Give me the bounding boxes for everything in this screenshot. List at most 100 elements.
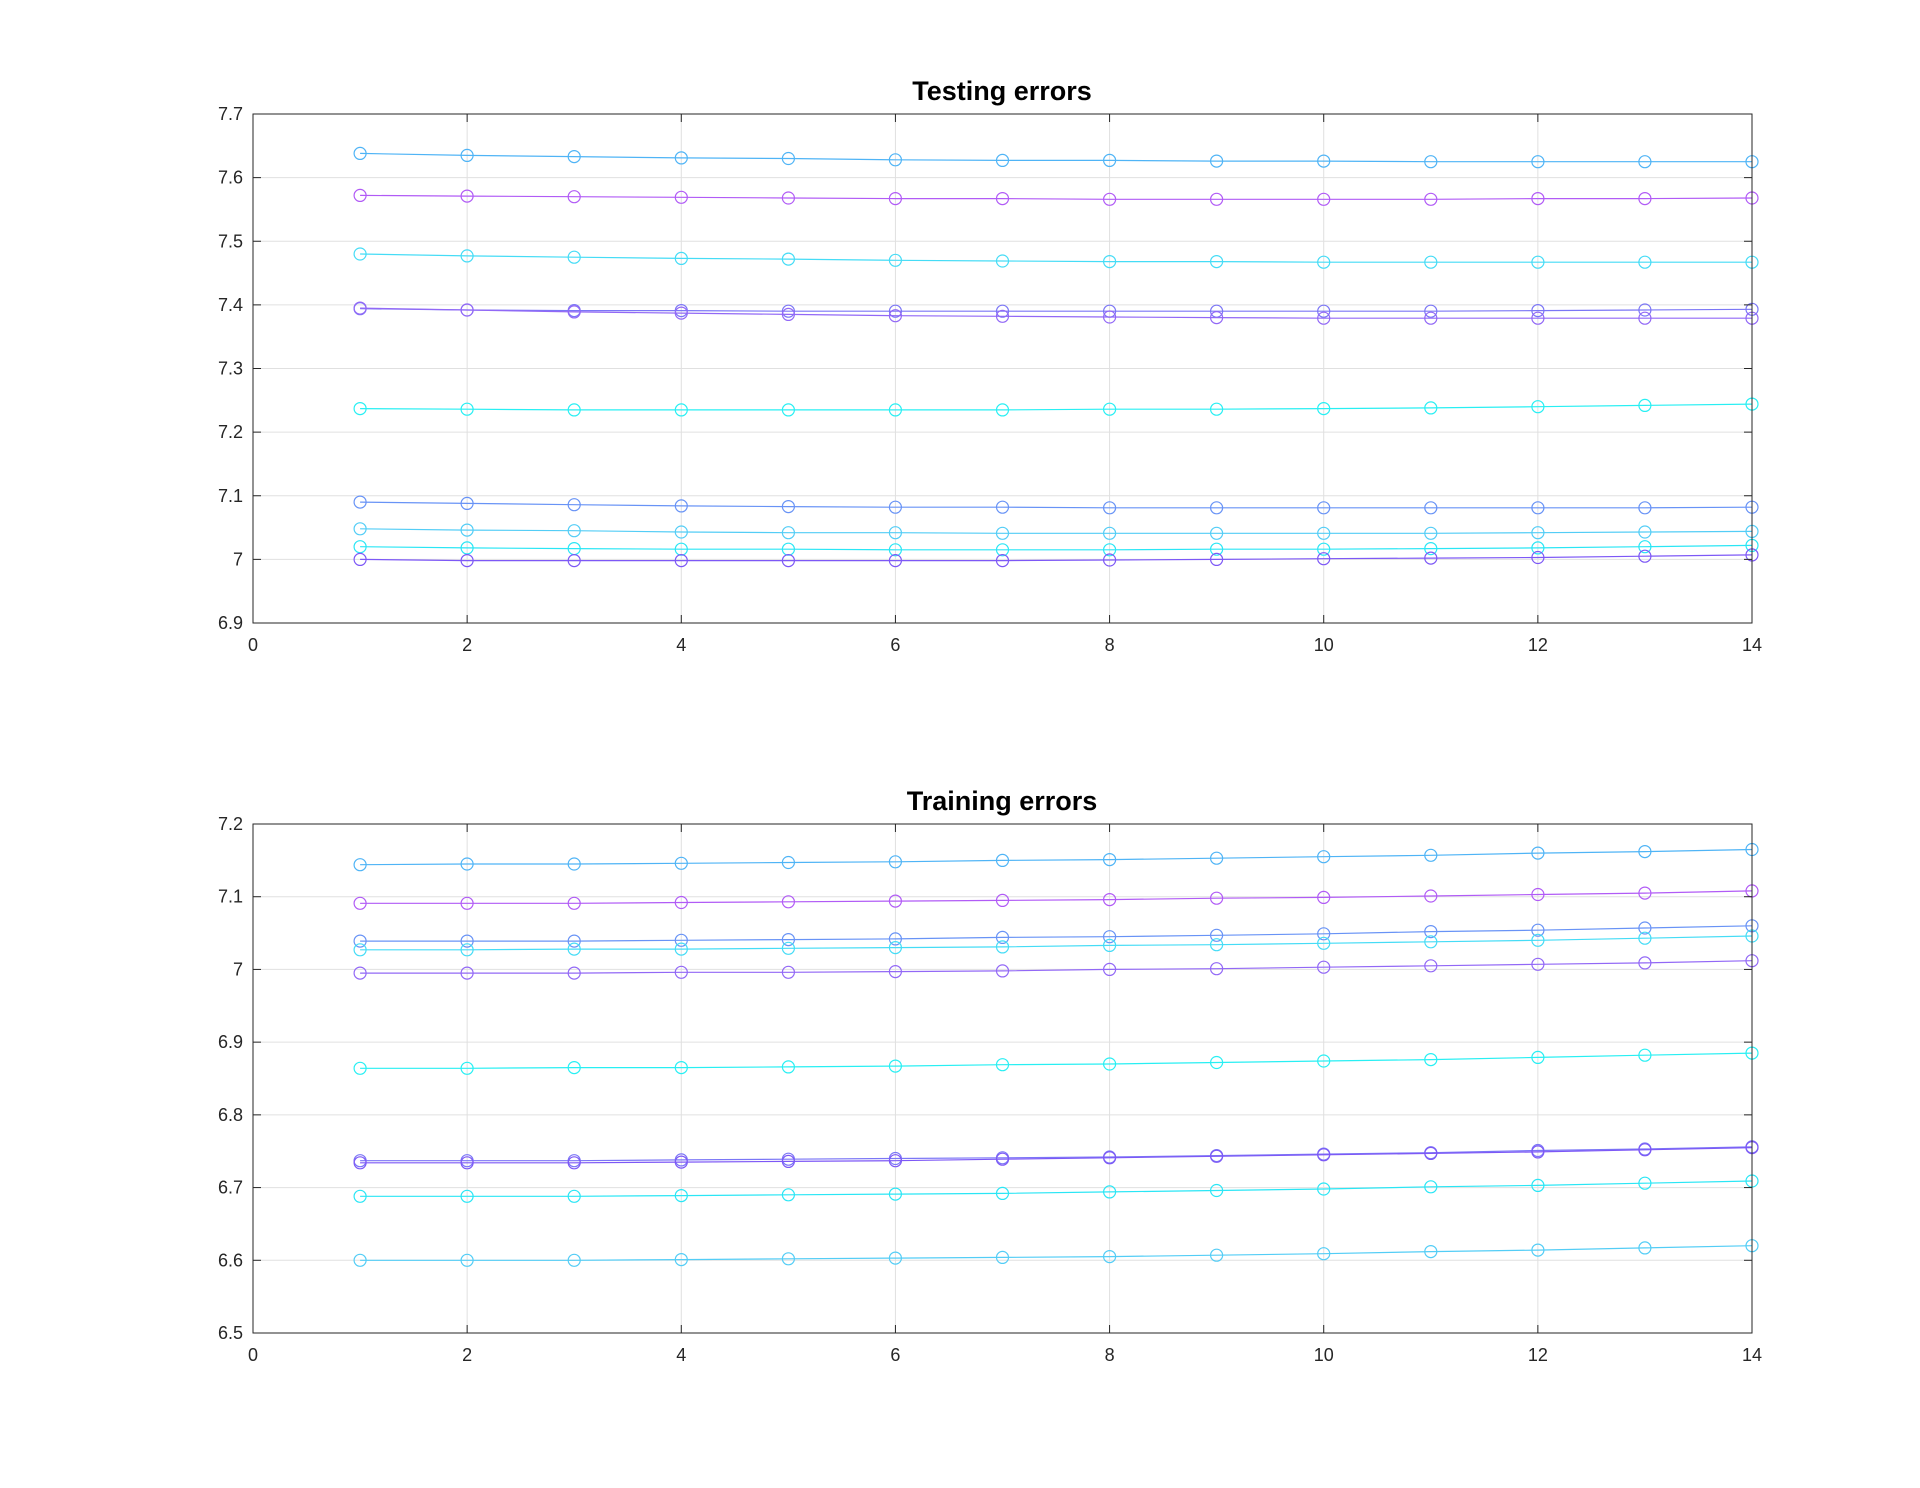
data-point — [353, 858, 367, 872]
data-point — [674, 542, 688, 556]
data-point — [888, 1154, 903, 1168]
data-point — [1209, 928, 1224, 942]
data-point — [781, 307, 796, 321]
y-tick-label: 7.2 — [218, 814, 243, 834]
series-line — [360, 308, 1753, 312]
data-point — [1102, 1057, 1117, 1071]
data-point — [353, 402, 367, 416]
data-point — [674, 856, 688, 870]
data-point — [1531, 933, 1545, 947]
data-point — [781, 403, 796, 417]
data-point — [353, 1189, 367, 1203]
data-point — [1638, 303, 1652, 317]
data-point — [1209, 154, 1224, 168]
data-point — [460, 541, 474, 555]
data-point — [567, 190, 581, 204]
data-point — [567, 524, 581, 538]
data-point — [1531, 887, 1545, 902]
data-point — [1424, 1244, 1438, 1259]
data-point — [1317, 311, 1331, 325]
data-point — [995, 304, 1010, 318]
data-point — [567, 934, 581, 948]
data-point — [995, 853, 1010, 868]
data-point — [781, 500, 796, 514]
data-point — [1638, 931, 1652, 945]
x-tick-label: 2 — [462, 1345, 472, 1365]
data-point — [1638, 398, 1652, 412]
plot-title: Testing errors — [912, 76, 1092, 106]
data-point — [995, 964, 1010, 978]
data-point — [1531, 526, 1545, 540]
data-point — [567, 498, 581, 512]
y-tick-label: 7.1 — [218, 887, 243, 907]
data-point — [1424, 551, 1438, 565]
data-point — [995, 1250, 1010, 1265]
data-point — [1102, 501, 1117, 515]
series-line — [360, 1180, 1753, 1197]
data-point — [1424, 924, 1438, 939]
data-point — [1531, 541, 1545, 555]
series-line — [360, 960, 1753, 974]
data-point — [888, 1059, 903, 1073]
data-point — [674, 1060, 688, 1075]
data-point — [1531, 155, 1545, 169]
data-point — [353, 247, 367, 261]
data-point — [567, 942, 581, 956]
y-tick-label: 7.5 — [218, 231, 243, 251]
data-point — [995, 309, 1010, 323]
x-tick-label: 14 — [1742, 1345, 1762, 1365]
data-point — [995, 500, 1010, 514]
data-point — [1209, 962, 1224, 976]
data-point — [1638, 921, 1652, 935]
data-point — [1317, 255, 1331, 269]
data-point — [1209, 542, 1224, 556]
data-point — [567, 1060, 581, 1075]
data-point — [781, 252, 796, 266]
data-point — [674, 553, 688, 568]
x-tick-label: 12 — [1528, 635, 1548, 655]
data-point — [781, 1060, 796, 1074]
data-point — [1102, 1249, 1117, 1264]
data-point — [1102, 255, 1117, 269]
data-point — [567, 305, 581, 319]
data-point — [1209, 1183, 1224, 1198]
data-point — [781, 304, 796, 318]
data-point — [1638, 1176, 1652, 1190]
data-point — [888, 932, 903, 946]
data-point — [888, 855, 903, 869]
data-point — [1209, 938, 1224, 952]
data-point — [1424, 1180, 1438, 1194]
series-line — [360, 544, 1753, 551]
data-point — [1531, 1145, 1545, 1159]
data-point — [674, 251, 688, 265]
data-point — [1424, 304, 1438, 318]
data-point — [1531, 400, 1545, 414]
series-line — [360, 925, 1753, 942]
data-point — [781, 965, 796, 979]
data-point — [567, 896, 581, 910]
data-point — [1317, 1182, 1331, 1196]
data-point — [1317, 526, 1331, 540]
data-point — [567, 1189, 581, 1203]
data-point — [1102, 852, 1117, 867]
data-point — [888, 253, 903, 267]
data-point — [567, 966, 581, 980]
data-point — [460, 148, 474, 162]
data-point — [567, 857, 581, 871]
data-point — [1638, 956, 1652, 970]
data-point — [353, 1156, 367, 1170]
data-point — [1531, 1243, 1545, 1257]
data-point — [674, 151, 688, 165]
data-point — [1531, 957, 1545, 971]
data-point — [460, 496, 474, 510]
data-point — [1638, 155, 1652, 169]
series-line — [360, 1245, 1753, 1261]
x-tick-label: 4 — [676, 635, 686, 655]
data-point — [1531, 923, 1545, 937]
data-point — [995, 1058, 1010, 1072]
data-point — [1209, 891, 1224, 905]
data-point — [674, 306, 688, 320]
data-point — [1638, 549, 1652, 563]
y-tick-label: 7 — [233, 959, 243, 979]
series-line — [360, 501, 1753, 509]
